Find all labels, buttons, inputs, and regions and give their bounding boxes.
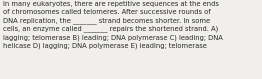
Text: In many eukaryotes, there are repetitive sequences at the ends
of chromosomes ca: In many eukaryotes, there are repetitive… bbox=[3, 1, 223, 49]
